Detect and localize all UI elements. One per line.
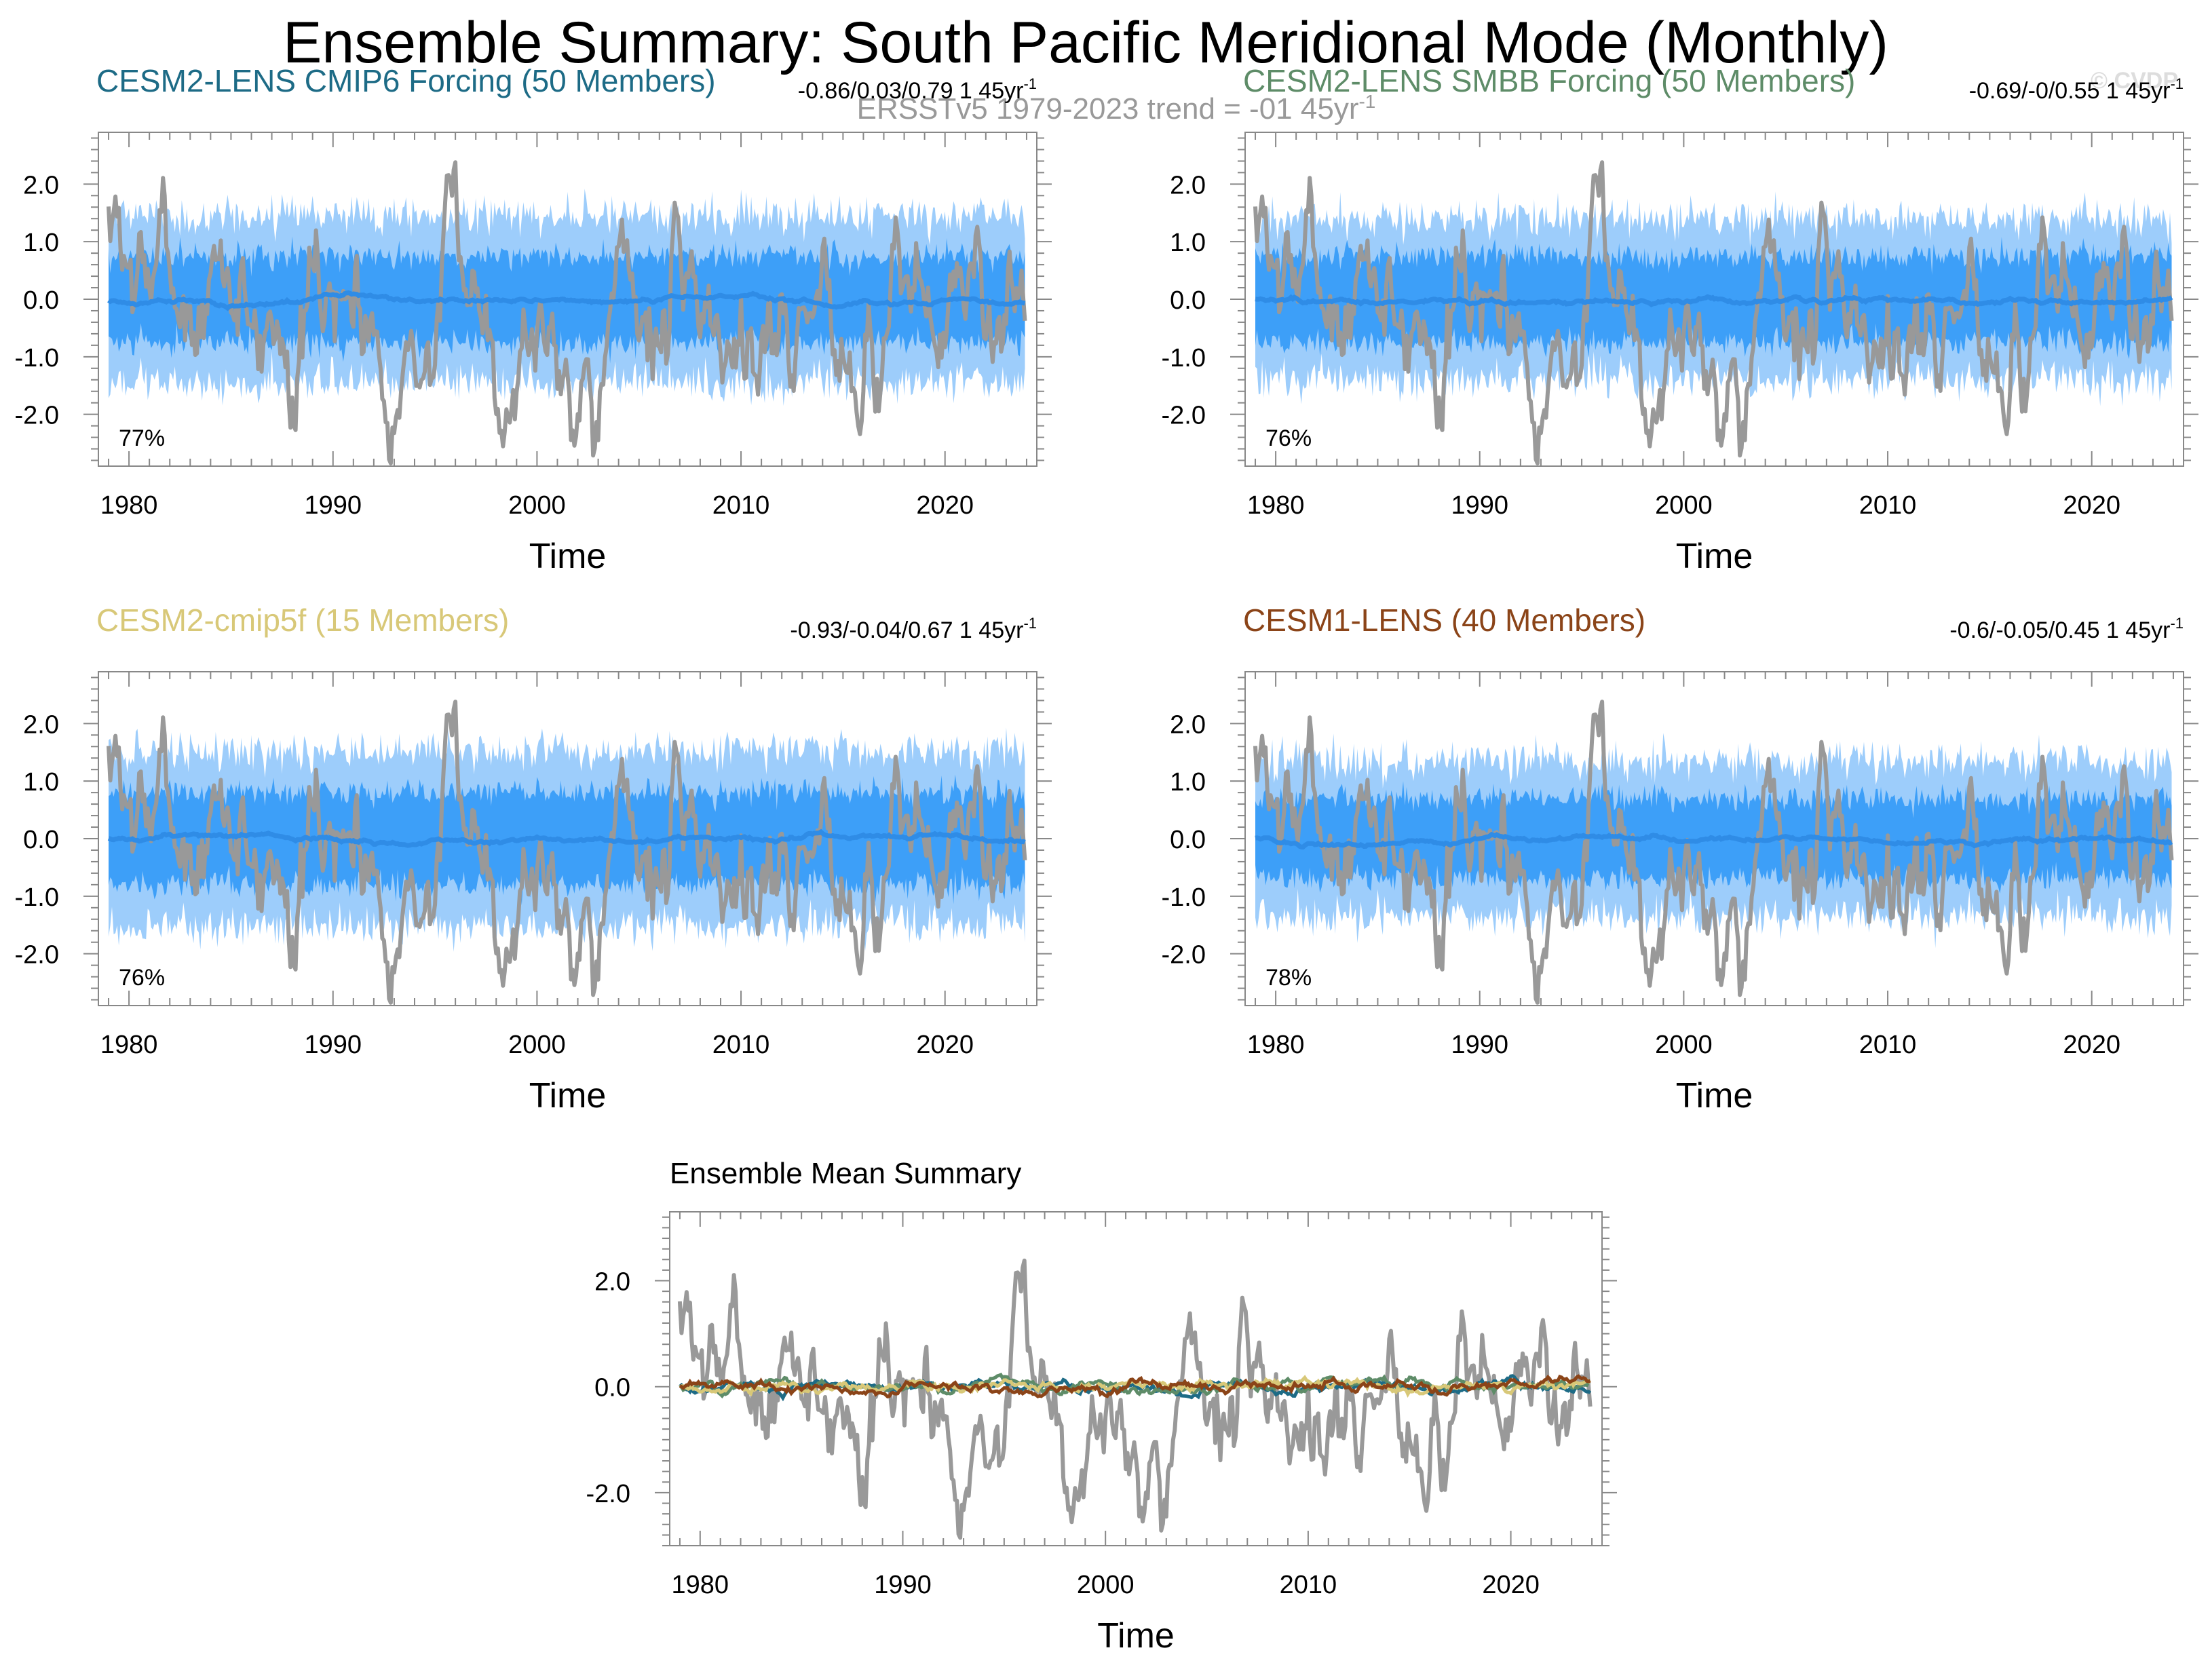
trend-label: -0.86/0.03/0.79 1 45yr-1 bbox=[798, 75, 1037, 104]
y-tick-label: -1.0 bbox=[1162, 344, 1206, 373]
x-tick-label: 2020 bbox=[1482, 1571, 1540, 1599]
x-tick-label: 2000 bbox=[1655, 491, 1713, 520]
x-axis-label: Time bbox=[1676, 537, 1753, 576]
trend-label: -0.69/-0/0.55 1 45yr-1 bbox=[1969, 75, 2184, 104]
plot-area bbox=[677, 1258, 1593, 1540]
ensemble-mean-4 bbox=[679, 1374, 1591, 1399]
ensemble-mean-line bbox=[1255, 831, 2173, 850]
x-axis-label: Time bbox=[529, 1076, 607, 1115]
x-tick-label: 2010 bbox=[712, 491, 770, 520]
x-tick-label: 2020 bbox=[916, 1031, 974, 1059]
y-tick-label: 1.0 bbox=[23, 229, 59, 257]
ensemble-mean-line bbox=[1255, 294, 2173, 307]
percent-label: 76% bbox=[1265, 425, 1312, 451]
plot-area bbox=[1253, 160, 2174, 465]
observed-line bbox=[1253, 160, 2174, 465]
ensemble-mean-line bbox=[107, 290, 1026, 311]
chart-panel-1: 1980 1990 2000 2010 2020 2.0 1.0 0.0 -1.0 -2.0 Tim… bbox=[15, 63, 1052, 576]
y-tick-label: 1.0 bbox=[23, 768, 59, 797]
x-tick-label: 1980 bbox=[100, 491, 158, 520]
y-tick-label: -2.0 bbox=[586, 1480, 630, 1508]
plot-area bbox=[1253, 700, 2174, 1005]
panel-title: CESM1-LENS (40 Members) bbox=[1243, 603, 1645, 638]
x-tick-label: 2010 bbox=[712, 1031, 770, 1059]
percent-label: 77% bbox=[119, 425, 165, 451]
y-tick-label: 2.0 bbox=[1170, 171, 1206, 199]
plot-area bbox=[107, 160, 1027, 465]
y-tick-label: 1.0 bbox=[1170, 768, 1206, 797]
x-tick-label: 2020 bbox=[2063, 491, 2120, 520]
chart-panels: 1980 1990 2000 2010 2020 2.0 1.0 0.0 -1.0 -2.0 Tim… bbox=[15, 63, 2198, 1656]
x-tick-label: 1980 bbox=[1247, 491, 1305, 520]
y-tick-label: 2.0 bbox=[23, 171, 59, 199]
x-axis-label: Time bbox=[1676, 1076, 1753, 1115]
y-tick-label: 0.0 bbox=[1170, 826, 1206, 854]
x-axis-label: Time bbox=[1097, 1616, 1175, 1656]
x-tick-label: 1980 bbox=[672, 1571, 729, 1599]
x-tick-label: 1980 bbox=[1247, 1031, 1305, 1059]
obs-trend-label: ERSSTv5 1979-2023 trend = -01 45yr-1 bbox=[857, 91, 1376, 126]
plot-area bbox=[107, 700, 1027, 1005]
copyright-watermark: © CVDP bbox=[2091, 68, 2178, 94]
x-tick-label: 1990 bbox=[874, 1571, 932, 1599]
trend-label: -0.93/-0.04/0.67 1 45yr-1 bbox=[790, 615, 1037, 643]
x-tick-label: 2000 bbox=[1655, 1031, 1713, 1059]
x-tick-label: 2000 bbox=[508, 1031, 566, 1059]
x-tick-label: 2000 bbox=[1077, 1571, 1135, 1599]
trend-label: -0.6/-0.05/0.45 1 45yr-1 bbox=[1949, 615, 2184, 643]
x-tick-label: 1990 bbox=[304, 491, 362, 520]
panel-title: CESM2-cmip5f (15 Members) bbox=[96, 603, 509, 638]
y-tick-label: 0.0 bbox=[594, 1374, 630, 1402]
x-tick-label: 1990 bbox=[1451, 491, 1508, 520]
x-axis-label: Time bbox=[529, 537, 607, 576]
observed-line bbox=[107, 160, 1027, 465]
x-tick-label: 2000 bbox=[508, 491, 566, 520]
observed-line bbox=[1253, 700, 2174, 1005]
y-tick-label: -1.0 bbox=[1162, 883, 1206, 912]
chart-panel-5: 1980 1990 2000 2010 2020 2.0 0.0 -2.0 Time Ensemb… bbox=[586, 1157, 1617, 1656]
y-tick-label: 2.0 bbox=[1170, 710, 1206, 739]
y-tick-label: -2.0 bbox=[15, 941, 59, 970]
x-tick-label: 1980 bbox=[100, 1031, 158, 1059]
panel-title: CESM2-LENS SMBB Forcing (50 Members) bbox=[1243, 63, 1855, 98]
plot-frame bbox=[669, 1211, 1603, 1546]
panel-title: CESM2-LENS CMIP6 Forcing (50 Members) bbox=[96, 63, 716, 98]
panel-title: Ensemble Mean Summary bbox=[670, 1157, 1021, 1190]
figure-title: Ensemble Summary: South Pacific Meridion… bbox=[283, 10, 1888, 75]
x-tick-label: 1990 bbox=[1451, 1031, 1508, 1059]
y-tick-label: -2.0 bbox=[15, 402, 59, 430]
observed-line bbox=[677, 1258, 1593, 1540]
x-tick-label: 2020 bbox=[916, 491, 974, 520]
x-tick-label: 2010 bbox=[1859, 491, 1917, 520]
x-tick-label: 1990 bbox=[304, 1031, 362, 1059]
y-tick-label: -1.0 bbox=[15, 883, 59, 912]
y-tick-label: 0.0 bbox=[23, 286, 59, 315]
y-tick-label: -2.0 bbox=[1162, 941, 1206, 970]
x-tick-label: 2010 bbox=[1859, 1031, 1917, 1059]
y-tick-label: 0.0 bbox=[1170, 286, 1206, 315]
ensemble-mean-line bbox=[107, 828, 1026, 848]
chart-panel-3: 1980 1990 2000 2010 2020 2.0 1.0 0.0 -1.0 -2.0 Tim… bbox=[15, 603, 1052, 1115]
observed-line bbox=[107, 700, 1027, 1005]
x-tick-label: 2010 bbox=[1280, 1571, 1337, 1599]
y-tick-label: 1.0 bbox=[1170, 229, 1206, 257]
chart-panel-4: 1980 1990 2000 2010 2020 2.0 1.0 0.0 -1.0 -2.0 Tim… bbox=[1162, 603, 2198, 1115]
y-tick-label: -2.0 bbox=[1162, 402, 1206, 430]
percent-label: 78% bbox=[1265, 965, 1312, 991]
y-tick-label: 2.0 bbox=[23, 710, 59, 739]
x-tick-label: 2020 bbox=[2063, 1031, 2120, 1059]
chart-panel-2: 1980 1990 2000 2010 2020 2.0 1.0 0.0 -1.0 -2.0 Tim… bbox=[1162, 63, 2198, 576]
y-tick-label: 0.0 bbox=[23, 826, 59, 854]
y-tick-label: -1.0 bbox=[15, 344, 59, 373]
percent-label: 76% bbox=[119, 965, 165, 991]
y-tick-label: 2.0 bbox=[594, 1268, 630, 1297]
